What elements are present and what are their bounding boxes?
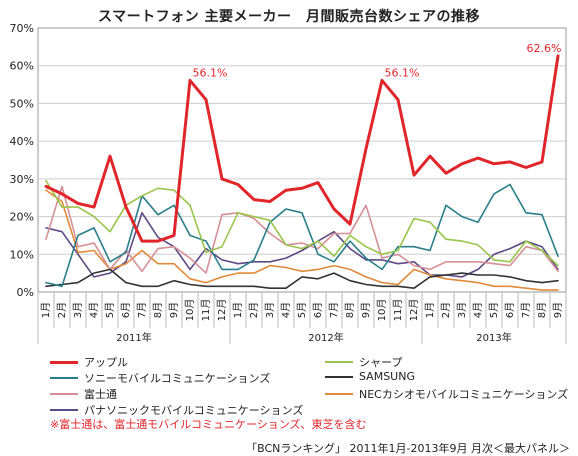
series-line xyxy=(45,189,559,291)
x-tick-label: 5月 xyxy=(104,302,116,318)
y-tick-label: 50% xyxy=(10,97,34,110)
data-label: 62.6% xyxy=(527,42,562,55)
legend-item: パナソニックモバイルコミュニケーションズ xyxy=(50,402,303,418)
legend-label: アップル xyxy=(84,356,128,369)
x-tick-label: 12月 xyxy=(408,299,420,322)
x-tick-label: 8月 xyxy=(152,302,164,318)
x-tick-label: 11月 xyxy=(392,299,404,322)
legend-swatch xyxy=(325,361,353,363)
x-tick-label: 12月 xyxy=(216,299,228,322)
legend-item: SAMSUNG xyxy=(325,370,415,383)
x-tick-label: 5月 xyxy=(488,302,500,318)
x-tick-label: 9月 xyxy=(552,302,564,318)
data-label: 56.1% xyxy=(385,66,420,79)
x-tick-label: 7月 xyxy=(136,302,148,318)
x-tick-label: 2月 xyxy=(248,302,260,318)
x-tick-label: 3月 xyxy=(72,302,84,318)
series-line xyxy=(45,179,559,267)
x-tick-label: 6月 xyxy=(312,302,324,318)
legend-swatch xyxy=(325,393,353,395)
legend-swatch xyxy=(50,377,78,379)
legend-item: アップル xyxy=(50,354,128,370)
x-tick-label: 5月 xyxy=(296,302,308,318)
x-tick-label: 8月 xyxy=(344,302,356,318)
year-label: 2011年 xyxy=(116,331,151,344)
x-tick-label: 1月 xyxy=(40,302,52,318)
legend-swatch xyxy=(50,409,78,411)
series-line xyxy=(45,185,559,274)
plot-border xyxy=(37,27,567,293)
x-tick-label: 2月 xyxy=(440,302,452,318)
legend-swatch xyxy=(50,393,78,395)
x-tick-label: 3月 xyxy=(456,302,468,318)
x-tick-label: 9月 xyxy=(360,302,372,318)
x-tick-label: 10月 xyxy=(376,299,388,322)
year-label: 2012年 xyxy=(308,331,343,344)
legend-item: ソニーモバイルコミュニケーションズ xyxy=(50,370,270,386)
series-line xyxy=(44,54,560,243)
chart-title: スマートフォン 主要メーカー 月間販売台数シェアの推移 xyxy=(98,9,480,25)
x-tick-label: 1月 xyxy=(232,302,244,318)
y-tick-label: 0% xyxy=(17,286,34,299)
legend-label: NECカシオモバイルコミュニケーションズ xyxy=(359,388,569,401)
series-line xyxy=(45,268,559,290)
legend-label: シャープ xyxy=(359,356,403,369)
y-tick-label: 40% xyxy=(10,135,34,148)
y-tick-label: 30% xyxy=(10,173,34,186)
series-line xyxy=(45,183,559,288)
x-tick-label: 4月 xyxy=(280,302,292,318)
x-tick-label: 6月 xyxy=(504,302,516,318)
legend-swatch xyxy=(50,360,78,364)
y-tick-label: 10% xyxy=(10,248,34,261)
legend-label: パナソニックモバイルコミュニケーションズ xyxy=(84,404,304,417)
source-note: 「BCNランキング」 2011年1月-2013年9月 月次＜最大パネル＞ xyxy=(246,442,570,455)
footnote: ※富士通は、富士通モバイルコミュニケーションズ、東芝を含む xyxy=(50,418,367,431)
x-tick-label: 11月 xyxy=(200,299,212,322)
x-tick-label: 4月 xyxy=(88,302,100,318)
legend-item: NECカシオモバイルコミュニケーションズ xyxy=(325,386,568,402)
x-tick-label: 3月 xyxy=(264,302,276,318)
x-tick-label: 10月 xyxy=(184,299,196,322)
data-label: 56.1% xyxy=(193,66,228,79)
x-tick-label: 6月 xyxy=(120,302,132,318)
legend-label: 富士通 xyxy=(84,388,117,401)
x-tick-label: 8月 xyxy=(536,302,548,318)
x-tick-label: 7月 xyxy=(328,302,340,318)
legend-swatch xyxy=(325,375,353,378)
legend-item: 富士通 xyxy=(50,386,117,402)
year-label: 2013年 xyxy=(476,331,511,344)
y-tick-label: 60% xyxy=(10,60,34,73)
x-tick-label: 1月 xyxy=(424,302,436,318)
x-tick-label: 9月 xyxy=(168,302,180,318)
series-line xyxy=(45,212,559,278)
x-tick-label: 4月 xyxy=(472,302,484,318)
legend-label: ソニーモバイルコミュニケーションズ xyxy=(84,372,271,385)
x-tick-label: 7月 xyxy=(520,302,532,318)
legend-label: SAMSUNG xyxy=(359,370,415,383)
y-tick-label: 70% xyxy=(10,22,34,35)
legend-item: シャープ xyxy=(325,354,402,370)
y-tick-label: 20% xyxy=(10,211,34,224)
x-tick-label: 2月 xyxy=(56,302,68,318)
